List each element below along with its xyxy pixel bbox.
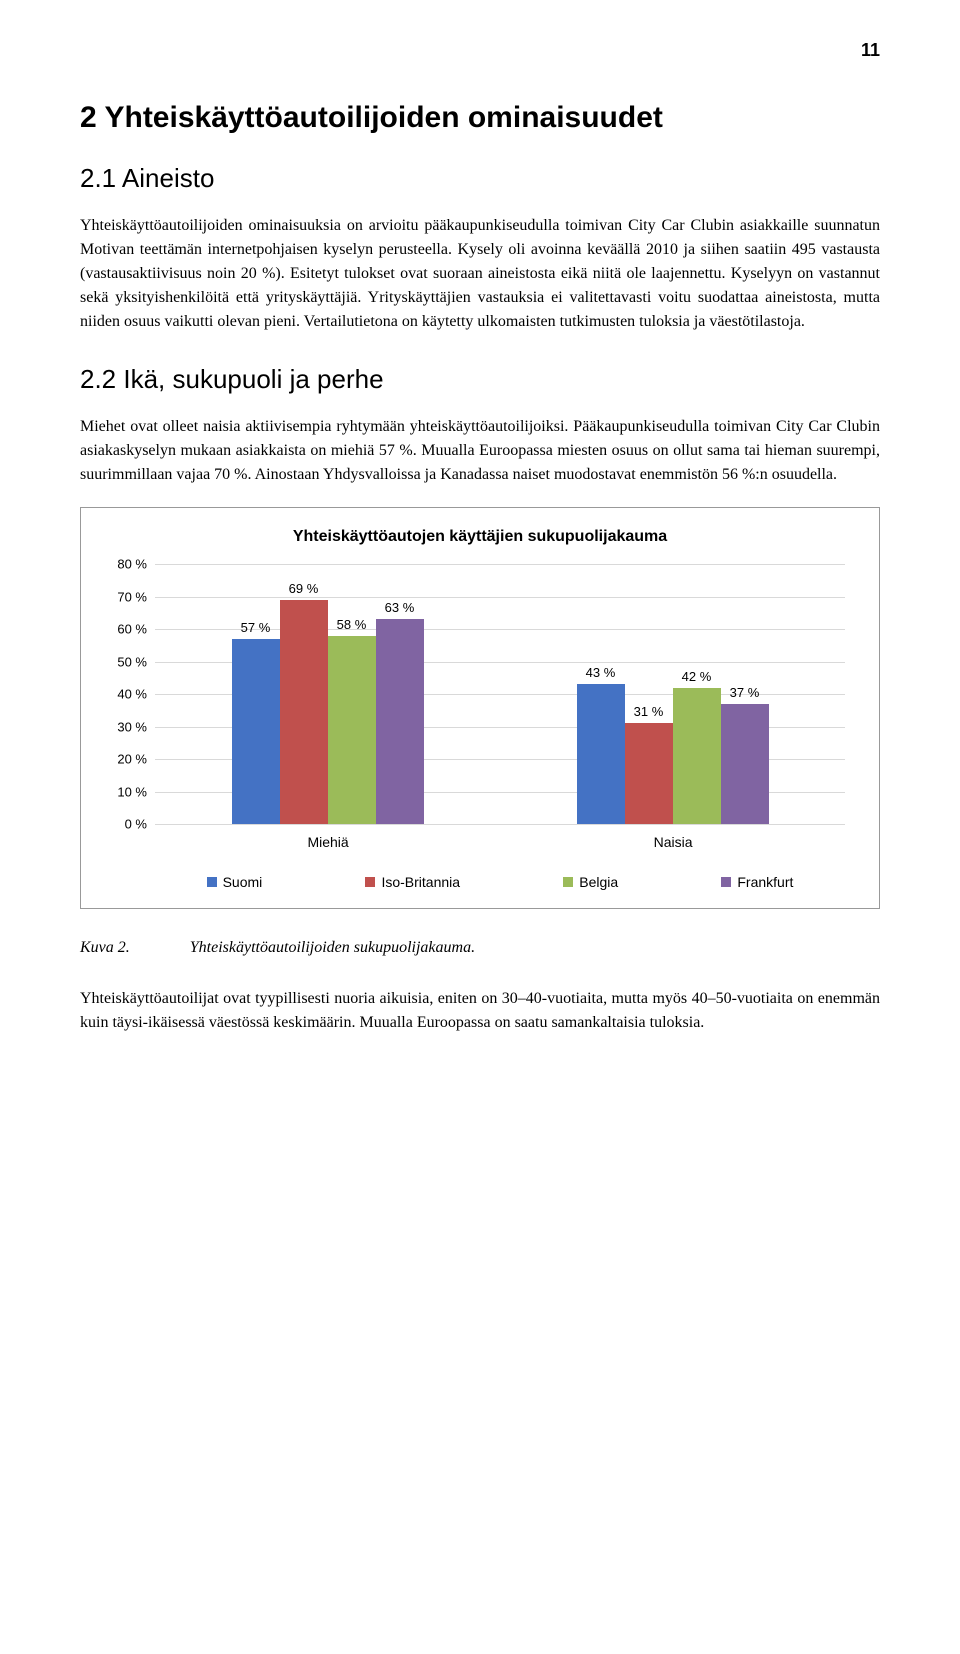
- chart-bar-wrap: 69 %: [280, 564, 328, 824]
- legend-swatch-icon: [365, 877, 375, 887]
- paragraph-aineisto: Yhteiskäyttöautoilijoiden ominaisuuksia …: [80, 214, 880, 334]
- chart-ytick-label: 50 %: [117, 654, 147, 669]
- chart-bar-group: 57 % 69 % 58 % 63 %: [232, 564, 424, 824]
- chart-bar-value-label: 42 %: [682, 669, 712, 684]
- chart-ytick-label: 20 %: [117, 752, 147, 767]
- legend-swatch-icon: [721, 877, 731, 887]
- chart-bar: [328, 636, 376, 825]
- chart-category-label: Naisia: [654, 834, 693, 850]
- chart-bar-wrap: 43 %: [577, 564, 625, 824]
- chart-xaxis-labels: Miehiä Naisia: [155, 834, 845, 850]
- chart-bar: [673, 688, 721, 825]
- chart-ytick-label: 80 %: [117, 557, 147, 572]
- legend-label: Suomi: [223, 874, 263, 890]
- chart-bar: [280, 600, 328, 824]
- legend-swatch-icon: [563, 877, 573, 887]
- caption-label: Kuva 2.: [80, 939, 130, 957]
- paragraph-ika: Miehet ovat olleet naisia aktiivisempia …: [80, 415, 880, 487]
- heading-sub-ika: 2.2 Ikä, sukupuoli ja perhe: [80, 364, 880, 395]
- chart-bar: [721, 704, 769, 824]
- legend-label: Frankfurt: [737, 874, 793, 890]
- chart-bar-wrap: 42 %: [673, 564, 721, 824]
- paragraph-closing: Yhteiskäyttöautoilijat ovat tyypillisest…: [80, 987, 880, 1035]
- gender-chart-container: Yhteiskäyttöautojen käyttäjien sukupuoli…: [80, 507, 880, 909]
- chart-ytick-label: 10 %: [117, 784, 147, 799]
- chart-title: Yhteiskäyttöautojen käyttäjien sukupuoli…: [105, 528, 855, 546]
- chart-ytick-label: 70 %: [117, 589, 147, 604]
- figure-caption: Kuva 2. Yhteiskäyttöautoilijoiden sukupu…: [80, 939, 880, 957]
- chart-gridline: [155, 824, 845, 825]
- chart-bar: [625, 723, 673, 824]
- chart-ytick-label: 60 %: [117, 622, 147, 637]
- chart-bars: 57 % 69 % 58 % 63 % 43 % 31 % 42 % 37 %: [155, 564, 845, 824]
- chart-legend: Suomi Iso-Britannia Belgia Frankfurt: [155, 874, 845, 890]
- chart-bar-wrap: 57 %: [232, 564, 280, 824]
- chart-ytick-label: 30 %: [117, 719, 147, 734]
- chart-ytick-label: 0 %: [125, 817, 147, 832]
- chart-legend-item: Iso-Britannia: [365, 874, 460, 890]
- heading-main: 2 Yhteiskäyttöautoilijoiden ominaisuudet: [80, 101, 880, 135]
- chart-bar-wrap: 63 %: [376, 564, 424, 824]
- chart-bar-wrap: 37 %: [721, 564, 769, 824]
- chart-bar-value-label: 63 %: [385, 600, 415, 615]
- caption-text: Yhteiskäyttöautoilijoiden sukupuolijakau…: [190, 939, 475, 957]
- chart-ytick-label: 40 %: [117, 687, 147, 702]
- legend-label: Iso-Britannia: [381, 874, 460, 890]
- chart-bar-value-label: 37 %: [730, 685, 760, 700]
- chart-bar-value-label: 69 %: [289, 581, 319, 596]
- legend-label: Belgia: [579, 874, 618, 890]
- chart-bar-value-label: 58 %: [337, 617, 367, 632]
- chart-legend-item: Suomi: [207, 874, 263, 890]
- chart-bar-wrap: 31 %: [625, 564, 673, 824]
- chart-legend-item: Belgia: [563, 874, 618, 890]
- chart-bar-value-label: 31 %: [634, 704, 664, 719]
- chart-bar: [577, 684, 625, 824]
- chart-bar-value-label: 57 %: [241, 620, 271, 635]
- legend-swatch-icon: [207, 877, 217, 887]
- chart-bar: [232, 639, 280, 824]
- chart-plot-area: 0 %10 %20 %30 %40 %50 %60 %70 %80 % 57 %…: [155, 564, 845, 824]
- page-number: 11: [80, 40, 880, 61]
- chart-bar-group: 43 % 31 % 42 % 37 %: [577, 564, 769, 824]
- chart-category-label: Miehiä: [307, 834, 348, 850]
- chart-bar-wrap: 58 %: [328, 564, 376, 824]
- heading-sub-aineisto: 2.1 Aineisto: [80, 163, 880, 194]
- chart-bar-value-label: 43 %: [586, 665, 616, 680]
- chart-legend-item: Frankfurt: [721, 874, 793, 890]
- chart-bar: [376, 619, 424, 824]
